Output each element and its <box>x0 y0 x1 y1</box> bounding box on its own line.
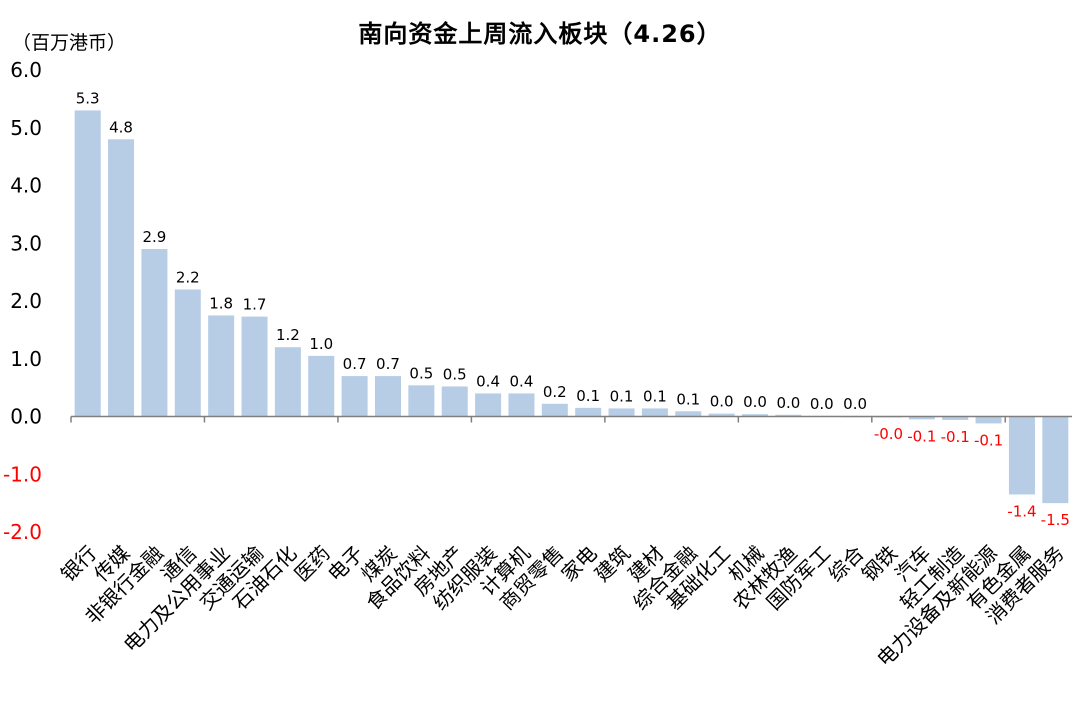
y-tick-label: -2.0 <box>3 520 42 544</box>
bar <box>141 249 168 417</box>
data-label: -1.5 <box>1041 511 1070 529</box>
data-label: 1.0 <box>309 335 333 353</box>
y-tick-label: 2.0 <box>10 289 42 313</box>
bar <box>575 407 602 417</box>
bar <box>241 316 268 417</box>
y-tick-label: 6.0 <box>10 58 42 82</box>
data-label: 0.4 <box>476 372 500 390</box>
bar <box>441 386 468 417</box>
data-label: 0.7 <box>376 355 400 373</box>
data-label: -0.0 <box>874 425 903 443</box>
data-label: 0.7 <box>343 355 367 373</box>
bar <box>174 289 201 417</box>
bar <box>908 416 935 420</box>
data-label: 0.1 <box>676 390 700 408</box>
y-tick-label: -1.0 <box>3 462 42 486</box>
chart-title: 南向资金上周流入板块（4.26） <box>358 20 722 48</box>
y-axis-ticks: 6.0 5.0 4.0 3.0 2.0 1.0 0.0 -1.0 -2.0 <box>3 58 42 544</box>
bar <box>1042 416 1069 504</box>
data-label: 4.8 <box>109 118 133 136</box>
data-label: 1.8 <box>209 294 233 312</box>
data-label: -0.1 <box>974 431 1003 449</box>
data-label: 2.2 <box>176 268 200 286</box>
y-tick-label: 0.0 <box>10 405 42 429</box>
data-label: 5.3 <box>76 89 100 107</box>
data-label: 0.0 <box>710 393 734 411</box>
data-label: -1.4 <box>1007 502 1036 520</box>
bar <box>374 376 401 417</box>
data-label: 1.2 <box>276 326 300 344</box>
data-label: 0.0 <box>843 395 867 413</box>
data-label: -0.1 <box>941 428 970 446</box>
bar <box>708 413 735 417</box>
bar <box>641 408 668 417</box>
data-label: 0.5 <box>443 365 467 383</box>
data-label: 0.0 <box>743 393 767 411</box>
bar <box>274 347 301 417</box>
y-tick-label: 1.0 <box>10 347 42 371</box>
data-label: 0.0 <box>810 395 834 413</box>
data-label: 0.2 <box>543 383 567 401</box>
y-tick-label: 5.0 <box>10 116 42 140</box>
data-label: -0.1 <box>907 427 936 445</box>
bar <box>775 414 802 417</box>
data-label: 2.9 <box>142 228 166 246</box>
bar <box>1008 416 1035 495</box>
bar <box>975 416 1002 424</box>
bar <box>408 385 435 417</box>
bar <box>675 411 702 417</box>
data-label: 0.1 <box>643 387 667 405</box>
bar <box>541 403 568 417</box>
bar <box>308 355 335 417</box>
unit-label: （百万港币） <box>12 32 127 54</box>
data-labels: 5.3 4.8 2.9 2.2 1.8 1.7 1.2 1.0 0.7 0.7 0.5 0.5 0.4 0… <box>76 89 1070 529</box>
y-tick-label: 3.0 <box>10 231 42 255</box>
bar <box>108 139 135 417</box>
y-tick-label: 4.0 <box>10 174 42 198</box>
data-label: 0.4 <box>510 372 534 390</box>
bar <box>475 393 502 417</box>
data-label: 0.1 <box>576 387 600 405</box>
bar <box>341 376 368 417</box>
data-label: 0.1 <box>610 387 634 405</box>
x-axis <box>70 415 1072 423</box>
data-label: 1.7 <box>243 296 267 314</box>
bar <box>74 110 101 417</box>
bar <box>742 414 769 417</box>
category-labels: 银行传媒非银行金融通信电力及公用事业交通运输石油石化医药电子煤炭食品饮料房地产纺… <box>56 541 1069 671</box>
bar <box>608 408 635 417</box>
data-label: 0.5 <box>409 364 433 382</box>
bar <box>208 315 235 417</box>
bars <box>74 110 1069 504</box>
bar <box>942 416 969 420</box>
bar <box>508 393 535 417</box>
data-label: 0.0 <box>776 394 800 412</box>
